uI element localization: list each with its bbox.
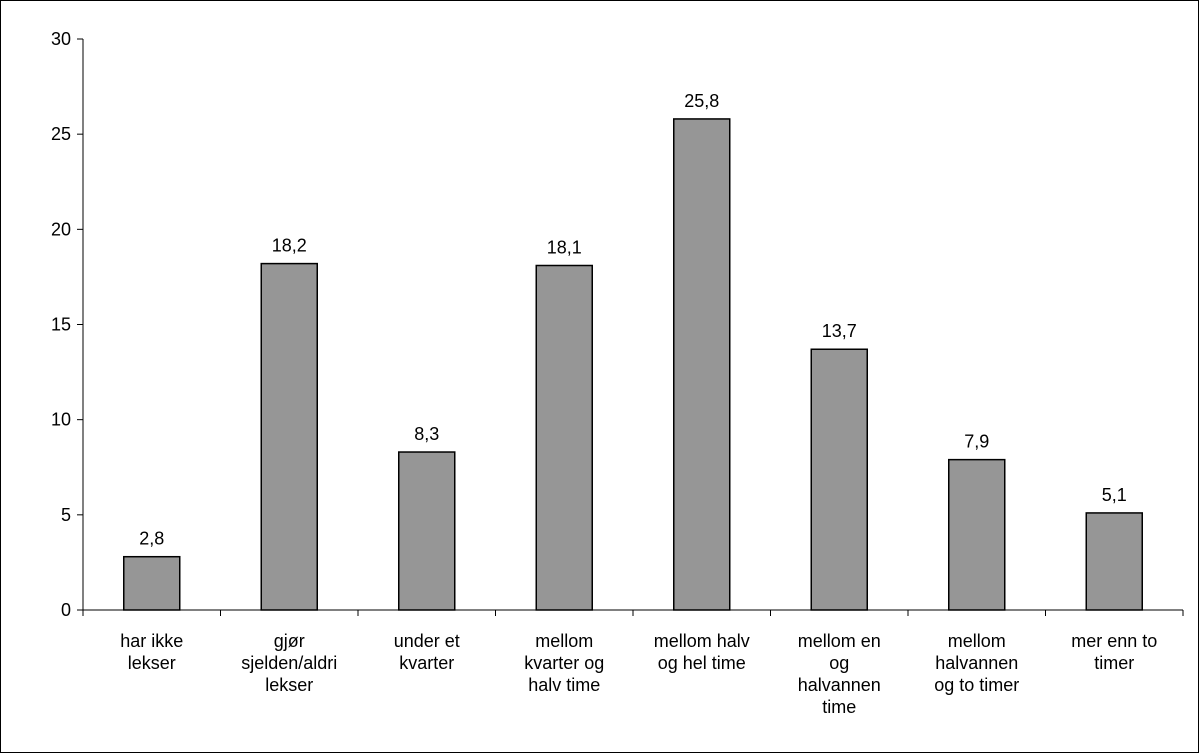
category-label-line: og to timer	[934, 675, 1019, 695]
category-label-line: mellom en	[798, 631, 881, 651]
category-label-line: gjør	[274, 631, 305, 651]
category-label-line: time	[822, 697, 856, 717]
category-label-line: og	[829, 653, 849, 673]
category-label-line: halvannen	[798, 675, 881, 695]
bar	[948, 458, 1006, 611]
bar-value-label: 5,1	[1102, 485, 1127, 505]
y-tick-label: 20	[51, 219, 71, 239]
bar-value-label: 18,2	[272, 236, 307, 256]
category-label-line: kvarter	[399, 653, 454, 673]
bar-value-label: 7,9	[964, 432, 989, 452]
bar	[398, 451, 456, 611]
bar-value-label: 8,3	[414, 424, 439, 444]
category-label-line: under et	[394, 631, 460, 651]
y-tick-label: 25	[51, 124, 71, 144]
bars	[123, 118, 1143, 611]
y-tick-label: 15	[51, 315, 71, 335]
bar	[535, 264, 593, 611]
bar-value-label: 25,8	[684, 91, 719, 111]
category-label-line: halvannen	[935, 653, 1018, 673]
bar	[1085, 512, 1143, 611]
category-label-line: og hel time	[658, 653, 746, 673]
category-label: gjør sjelden/aldri lekser	[241, 631, 337, 695]
category-label: mellom en og halvannen time	[798, 631, 881, 717]
category-label: mer enn to timer	[1071, 631, 1157, 673]
category-label-line: kvarter og	[524, 653, 604, 673]
y-axis: 0 5 10 15 20 25 30	[51, 29, 84, 620]
category-label-line: mellom halv	[654, 631, 750, 651]
category-label-line: mer enn to	[1071, 631, 1157, 651]
category-label-line: halv time	[528, 675, 600, 695]
category-label: mellom halv og hel time	[654, 631, 750, 673]
bar	[123, 555, 181, 611]
y-tick-label: 0	[61, 600, 71, 620]
bar	[673, 118, 731, 611]
y-tick-label: 30	[51, 29, 71, 49]
category-label: mellom halvannen og to timer	[934, 631, 1019, 695]
x-axis	[82, 609, 1184, 616]
y-tick-label: 10	[51, 410, 71, 430]
category-label-line: lekser	[128, 653, 176, 673]
category-label: under et kvarter	[394, 631, 460, 673]
category-label-line: har ikke	[120, 631, 183, 651]
bar	[260, 262, 318, 611]
data-labels: 2,8 18,2 8,3 18,1 25,8 13,7 7,9 5,1	[139, 91, 1127, 549]
category-label: mellom kvarter og halv time	[524, 631, 604, 695]
bar-value-label: 18,1	[547, 237, 582, 257]
category-label-line: timer	[1094, 653, 1134, 673]
category-label-line: mellom	[948, 631, 1006, 651]
bar-value-label: 2,8	[139, 529, 164, 549]
category-label-line: sjelden/aldri	[241, 653, 337, 673]
category-label-line: lekser	[265, 675, 313, 695]
bar-value-label: 13,7	[822, 321, 857, 341]
y-tick-label: 5	[61, 505, 71, 525]
category-label: har ikke lekser	[120, 631, 183, 673]
category-label-line: mellom	[535, 631, 593, 651]
bar	[810, 348, 868, 611]
